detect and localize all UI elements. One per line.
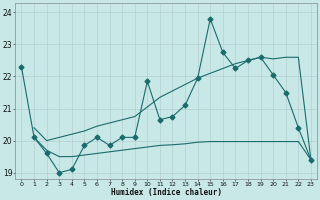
X-axis label: Humidex (Indice chaleur): Humidex (Indice chaleur) bbox=[111, 188, 222, 197]
